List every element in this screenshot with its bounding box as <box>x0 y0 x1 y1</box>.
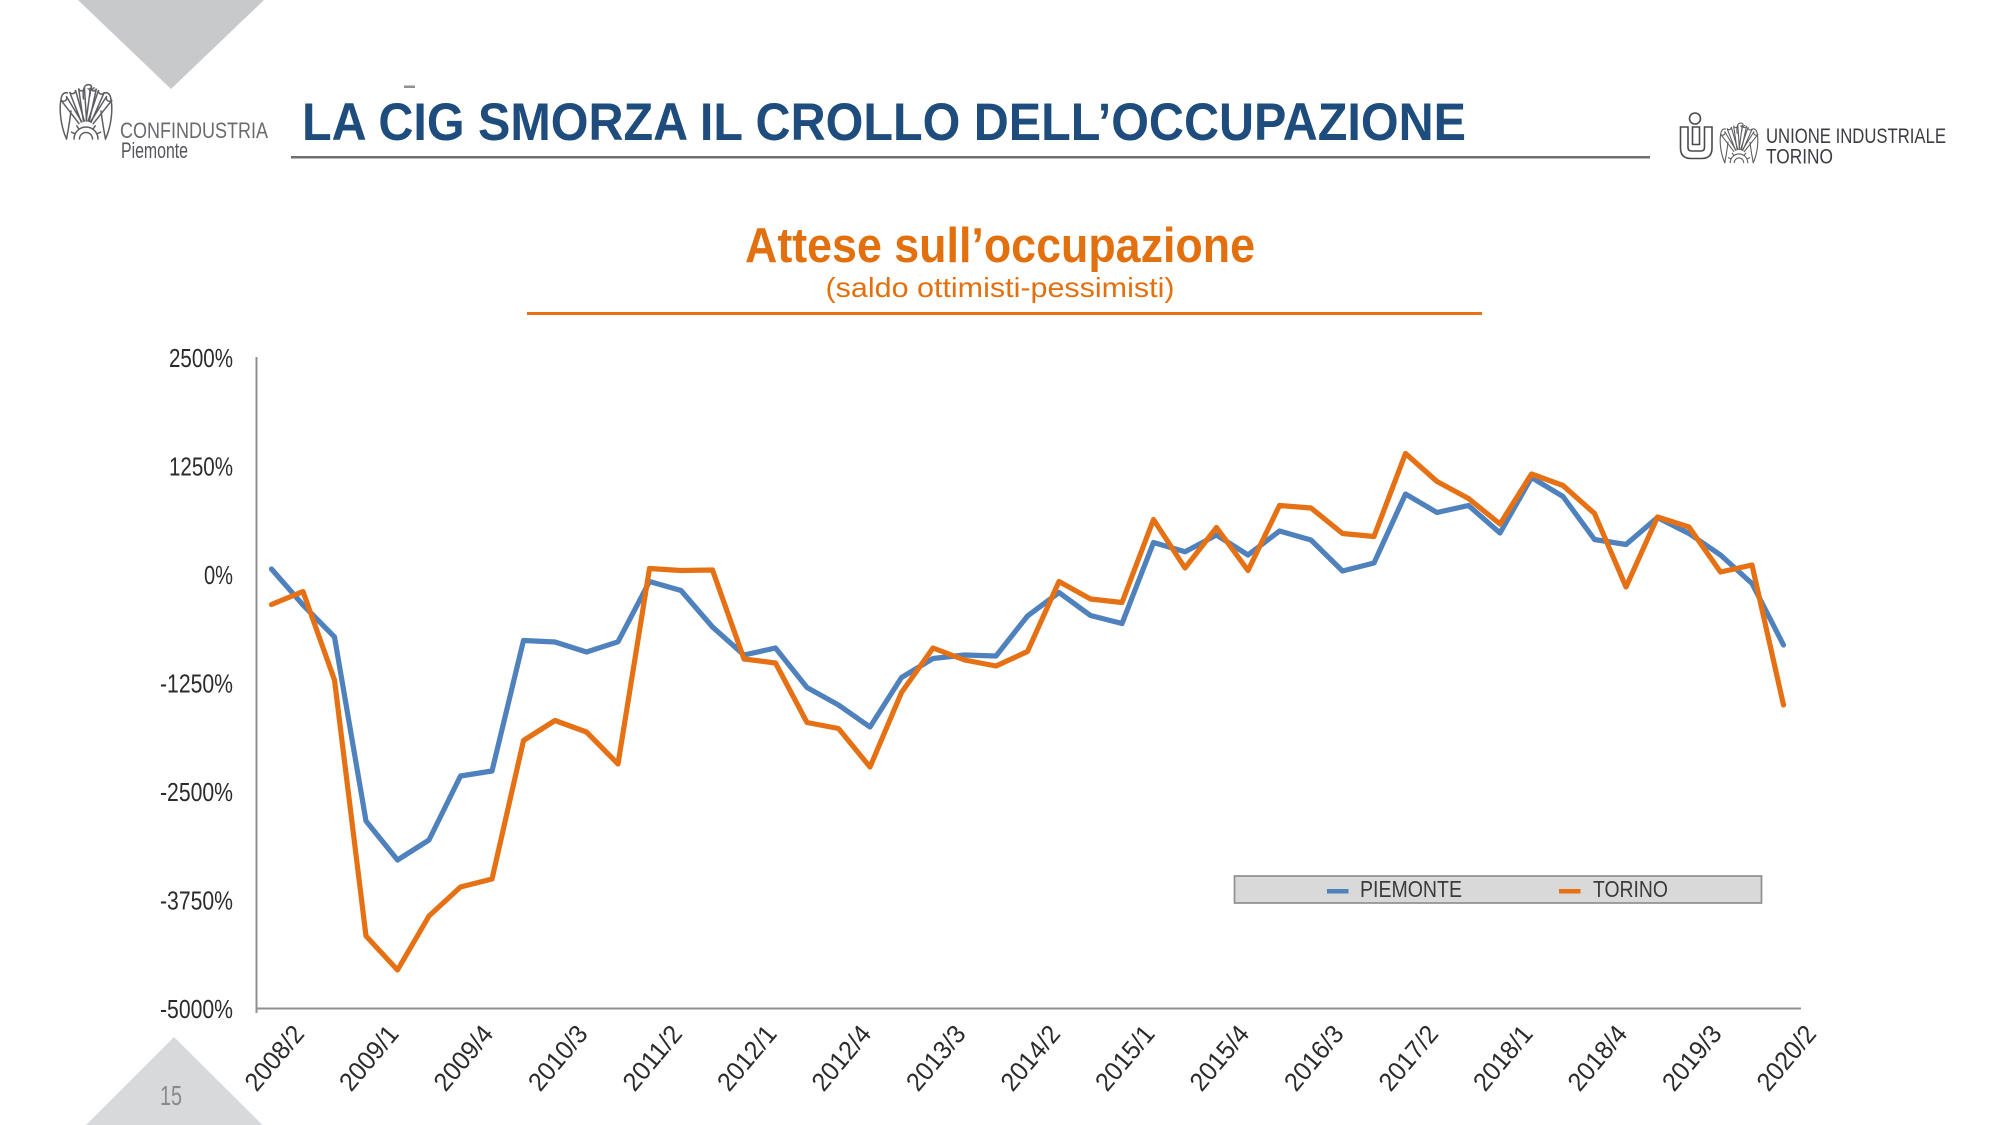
svg-text:LA CIG SMORZA IL CROLLO DELL’O: LA CIG SMORZA IL CROLLO DELL’OCCUPAZIONE <box>302 93 1466 152</box>
svg-text:2009/4: 2009/4 <box>427 1019 499 1097</box>
svg-text:TORINO: TORINO <box>1766 145 1833 169</box>
svg-text:15: 15 <box>160 1080 182 1111</box>
svg-text:PIEMONTE: PIEMONTE <box>1360 876 1462 902</box>
svg-text:2015/4: 2015/4 <box>1183 1019 1255 1097</box>
svg-text:2012/1: 2012/1 <box>711 1019 783 1097</box>
svg-text:2016/3: 2016/3 <box>1278 1019 1350 1097</box>
svg-text:2014/2: 2014/2 <box>994 1019 1066 1097</box>
svg-text:TORINO: TORINO <box>1593 876 1668 902</box>
svg-text:2010/3: 2010/3 <box>522 1019 594 1097</box>
svg-text:2019/3: 2019/3 <box>1656 1019 1728 1097</box>
svg-text:(saldo ottimisti-pessimisti): (saldo ottimisti-pessimisti) <box>826 272 1175 303</box>
svg-text:2020/2: 2020/2 <box>1750 1019 1822 1097</box>
svg-text:UNIONE INDUSTRIALE: UNIONE INDUSTRIALE <box>1766 124 1946 148</box>
svg-text:2015/1: 2015/1 <box>1089 1019 1161 1097</box>
svg-text:-3750%: -3750% <box>160 886 233 916</box>
svg-text:2018/4: 2018/4 <box>1561 1019 1633 1097</box>
svg-text:-2500%: -2500% <box>160 777 233 807</box>
svg-text:-1250%: -1250% <box>160 669 233 699</box>
svg-text:2009/1: 2009/1 <box>333 1019 405 1097</box>
svg-text:2013/3: 2013/3 <box>900 1019 972 1097</box>
svg-text:2008/2: 2008/2 <box>238 1019 310 1097</box>
svg-text:Attese sull’occupazione: Attese sull’occupazione <box>745 219 1255 273</box>
svg-text:0%: 0% <box>204 560 233 590</box>
svg-text:2018/1: 2018/1 <box>1467 1019 1539 1097</box>
svg-text:2500%: 2500% <box>169 343 233 373</box>
svg-text:-5000%: -5000% <box>160 994 233 1024</box>
svg-text:1250%: 1250% <box>169 452 233 482</box>
svg-text:2017/2: 2017/2 <box>1372 1019 1444 1097</box>
svg-text:2012/4: 2012/4 <box>805 1019 877 1097</box>
svg-text:2011/2: 2011/2 <box>616 1019 688 1097</box>
svg-text:CONFINDUSTRIA: CONFINDUSTRIA <box>120 118 268 143</box>
svg-text:Piemonte: Piemonte <box>121 138 188 163</box>
